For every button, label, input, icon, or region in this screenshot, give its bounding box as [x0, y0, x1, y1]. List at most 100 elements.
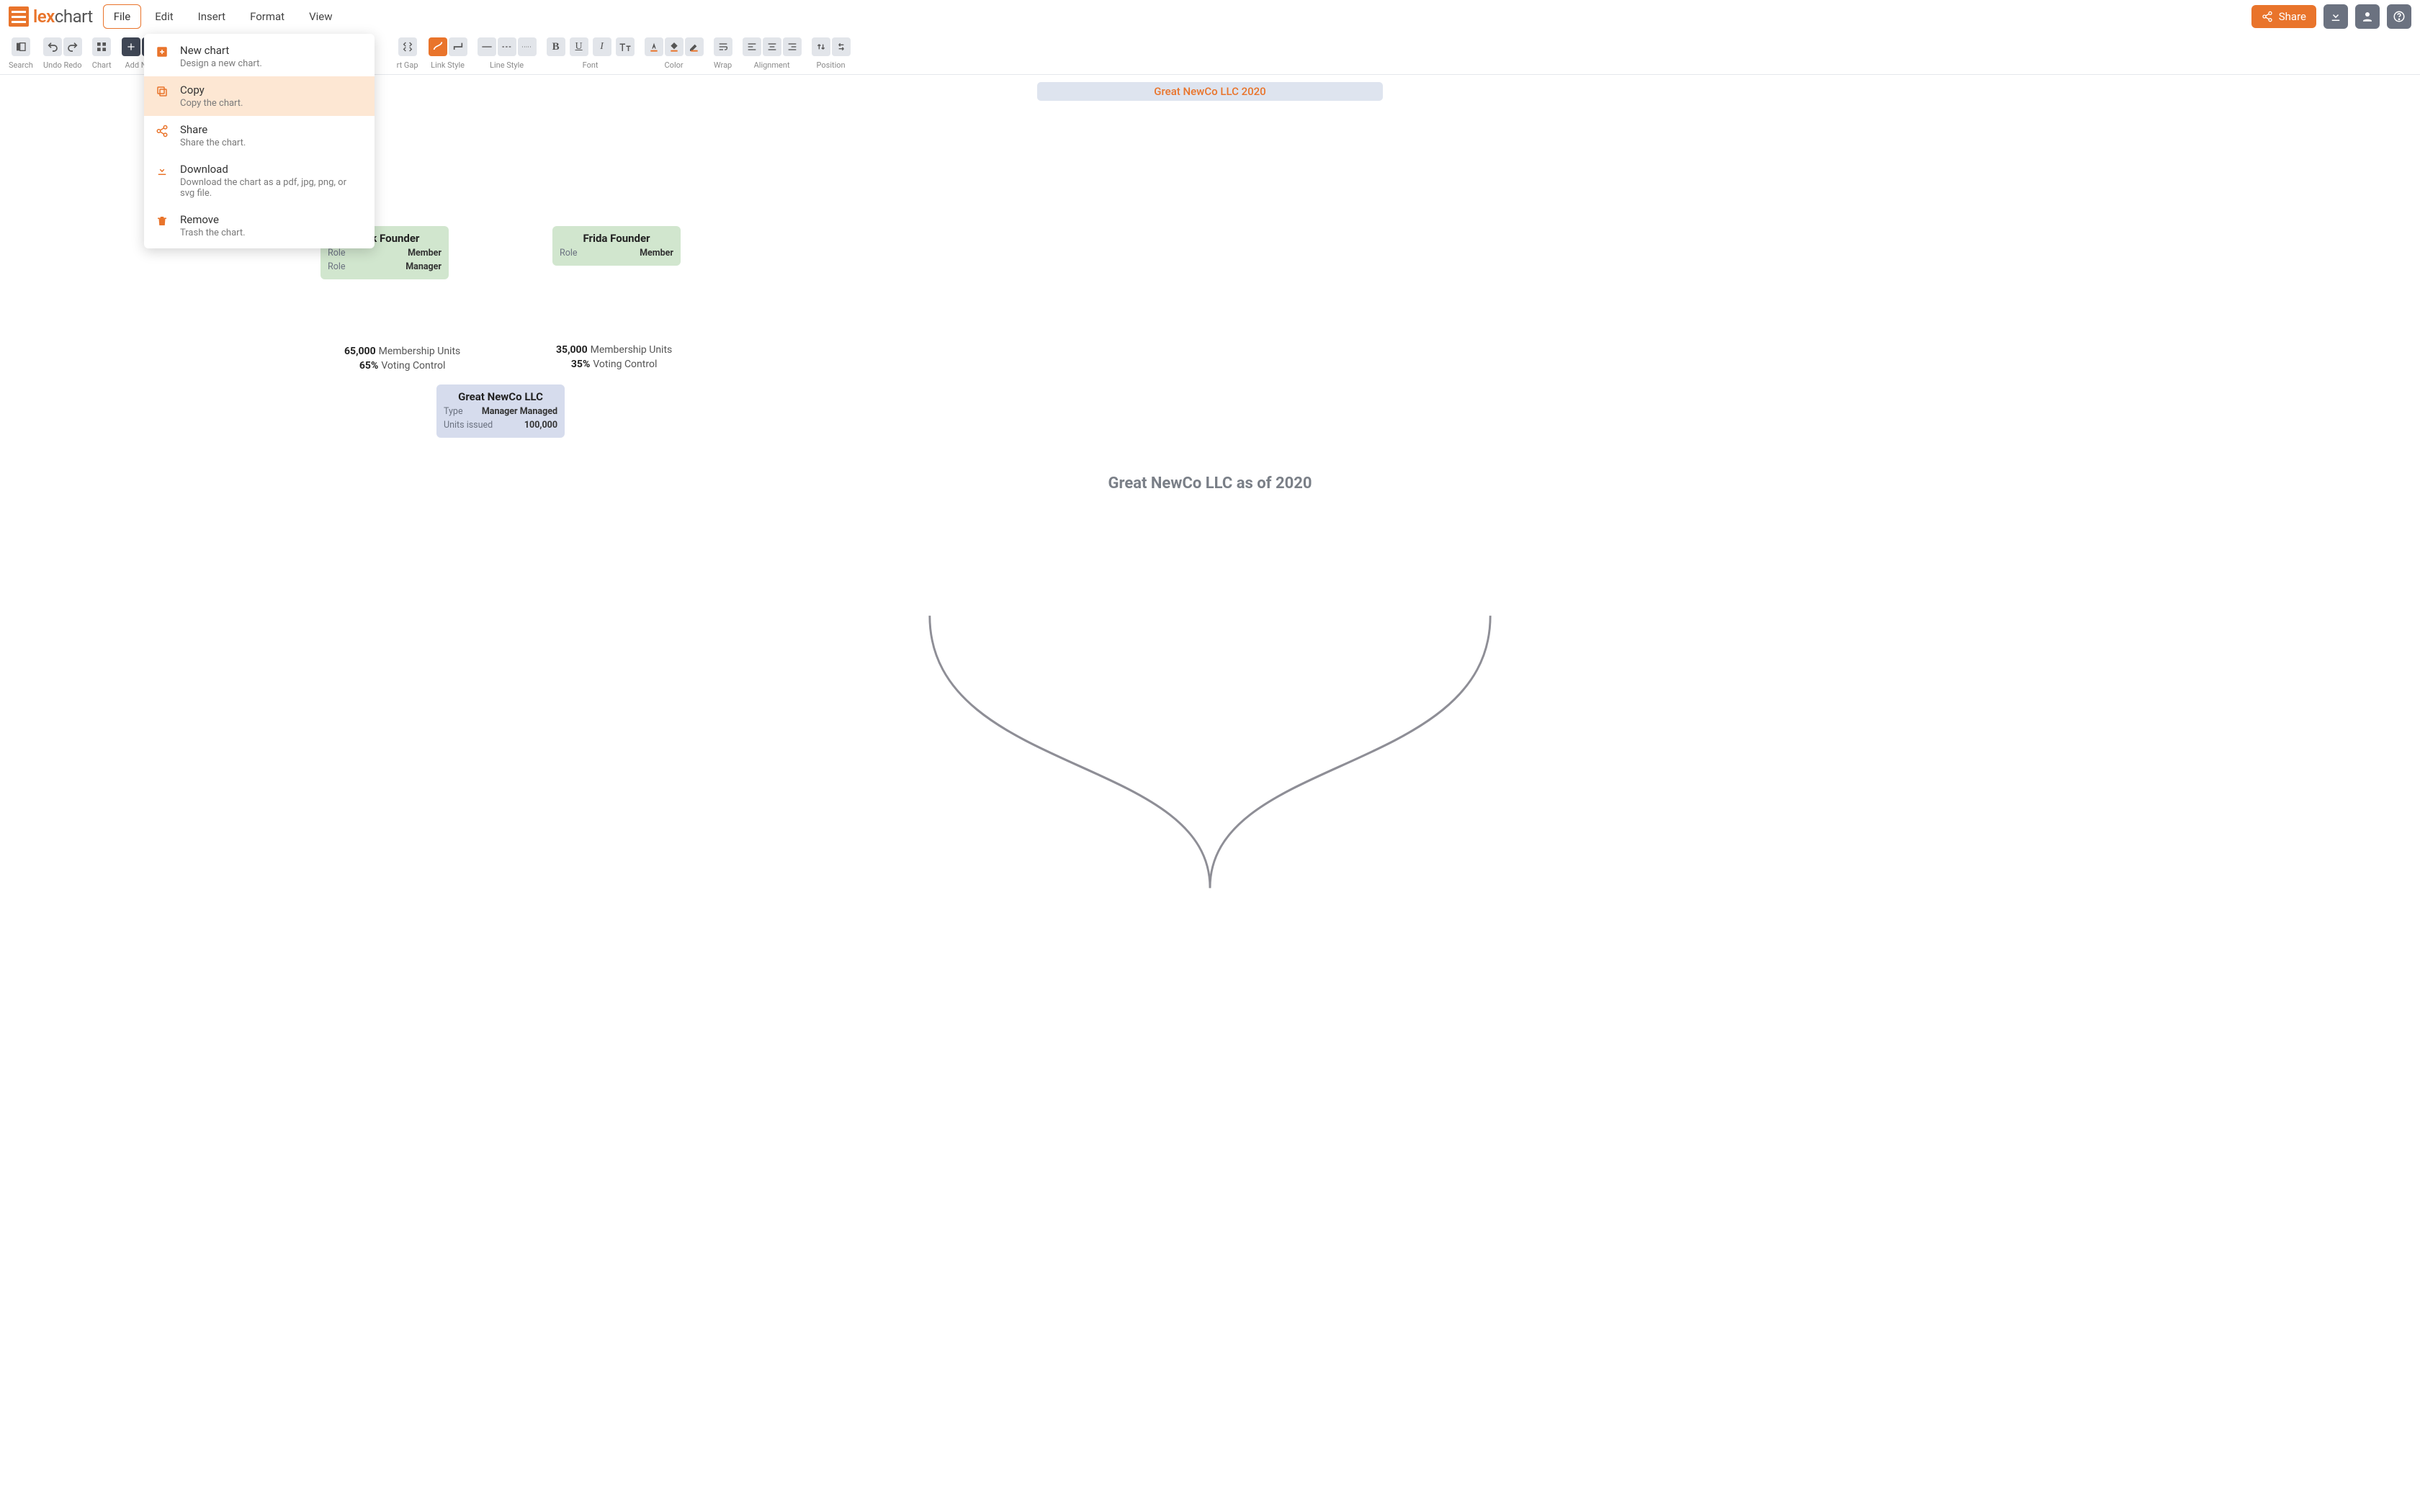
edge-label-left: 65,000Membership Units 65%Voting Control	[344, 345, 460, 373]
node-field-label: Role	[560, 248, 578, 258]
file-menu-item-title: New chart	[180, 44, 262, 57]
line-dashed-button[interactable]	[498, 37, 516, 56]
toolgroup-line-style: Line Style	[478, 37, 537, 74]
edge-num: 65,000	[344, 346, 376, 357]
toolgroup-wrap: Wrap	[714, 37, 732, 74]
toolgroup-color-label: Color	[665, 60, 684, 70]
file-menu-download[interactable]: Download Download the chart as a pdf, jp…	[144, 156, 375, 206]
file-menu-item-desc: Share the chart.	[180, 138, 246, 148]
italic-button[interactable]: I	[593, 37, 611, 56]
menubar-edit[interactable]: Edit	[144, 4, 184, 29]
file-menu-remove[interactable]: Remove Trash the chart.	[144, 206, 375, 246]
position-vertical-button[interactable]	[812, 37, 830, 56]
line-dotted-icon	[521, 44, 533, 50]
edge-num: 65%	[359, 360, 378, 372]
bold-icon: B	[552, 41, 560, 53]
plus-square-icon	[156, 45, 169, 58]
file-menu-share[interactable]: Share Share the chart.	[144, 116, 375, 156]
share-icon	[2262, 11, 2273, 22]
node-field-label: Type	[444, 406, 463, 417]
text-color-button[interactable]	[645, 37, 663, 56]
toolgroup-position: Position	[812, 37, 851, 74]
menubar: File Edit Insert Format View	[103, 4, 344, 29]
edge-num: 35%	[571, 359, 590, 370]
plus-icon	[125, 41, 137, 53]
help-icon	[2393, 10, 2406, 23]
link-elbow-button[interactable]	[449, 37, 467, 56]
line-dotted-button[interactable]	[518, 37, 537, 56]
align-left-button[interactable]	[743, 37, 761, 56]
chart-node-company[interactable]: Great NewCo LLC TypeManager Managed Unit…	[436, 384, 565, 438]
link-curved-icon	[432, 41, 444, 53]
help-button[interactable]	[2387, 4, 2411, 29]
menubar-insert[interactable]: Insert	[187, 4, 236, 29]
file-menu-new-chart[interactable]: New chart Design a new chart.	[144, 37, 375, 76]
edge-unit: Voting Control	[593, 359, 657, 370]
wrap-button[interactable]	[714, 37, 732, 56]
chart-connectors	[0, 75, 2420, 1512]
menubar-view[interactable]: View	[298, 4, 343, 29]
bold-button[interactable]: B	[547, 37, 565, 56]
align-right-button[interactable]	[783, 37, 802, 56]
logo-suffix: chart	[55, 6, 93, 27]
file-menu-dropdown: New chart Design a new chart. Copy Copy …	[144, 34, 375, 248]
line-dashed-icon	[501, 44, 513, 50]
search-toggle-button[interactable]	[12, 37, 30, 56]
fill-color-button[interactable]	[665, 37, 684, 56]
line-solid-button[interactable]	[478, 37, 496, 56]
collapse-icon	[402, 41, 413, 53]
toolgroup-chart: Chart	[92, 37, 112, 74]
chart-node-frida[interactable]: Frida Founder RoleMember	[552, 226, 681, 266]
download-button[interactable]	[2323, 4, 2348, 29]
chart-caption: Great NewCo LLC as of 2020	[1108, 474, 1312, 492]
edge-label-right: 35,000Membership Units 35%Voting Control	[556, 343, 672, 372]
file-menu-item-desc: Design a new chart.	[180, 58, 262, 69]
node-field-value: Manager	[405, 261, 442, 272]
border-color-button[interactable]	[685, 37, 704, 56]
edge-unit: Membership Units	[591, 344, 673, 356]
toolgroup-link-label: Link Style	[431, 60, 465, 70]
file-menu-item-title: Copy	[180, 84, 243, 96]
underline-button[interactable]: U	[570, 37, 588, 56]
align-center-button[interactable]	[763, 37, 781, 56]
position-horizontal-button[interactable]	[832, 37, 851, 56]
menubar-file[interactable]: File	[103, 4, 142, 29]
download-icon	[156, 164, 169, 177]
undo-icon	[47, 41, 58, 53]
trash-icon	[156, 215, 169, 228]
redo-icon	[67, 41, 79, 53]
toolgroup-font-label: Font	[583, 60, 599, 70]
toolgroup-line-label: Line Style	[490, 60, 524, 70]
node-field-value: 100,000	[524, 420, 557, 431]
chart-canvas[interactable]: Great NewCo LLC 2020 Frank Founder RoleM…	[0, 75, 2420, 1512]
node-field-label: Units issued	[444, 420, 493, 431]
logo[interactable]: lexchart	[9, 6, 93, 27]
toolgroup-gap-label: rt Gap	[397, 60, 418, 70]
underline-icon: U	[575, 41, 583, 53]
app-header: lexchart File Edit Insert Format View Sh…	[0, 0, 2420, 33]
chart-grid-button[interactable]	[92, 37, 111, 56]
file-menu-item-desc: Copy the chart.	[180, 98, 243, 109]
sidebar-icon	[15, 41, 27, 53]
file-menu-item-title: Share	[180, 123, 246, 136]
chart-title-bar[interactable]: Great NewCo LLC 2020	[1037, 82, 1383, 101]
file-menu-copy[interactable]: Copy Copy the chart.	[144, 76, 375, 116]
menubar-format[interactable]: Format	[239, 4, 295, 29]
line-solid-icon	[481, 44, 493, 50]
edge-unit: Membership Units	[379, 346, 461, 357]
undo-button[interactable]	[43, 37, 62, 56]
logo-text: lexchart	[33, 6, 93, 27]
gap-collapse-button[interactable]	[398, 37, 417, 56]
download-icon	[2329, 10, 2342, 23]
toolgroup-position-label: Position	[817, 60, 846, 70]
toolgroup-font: B U I Font	[547, 37, 635, 74]
account-button[interactable]	[2355, 4, 2380, 29]
align-right-icon	[786, 41, 798, 53]
redo-button[interactable]	[63, 37, 82, 56]
toolgroup-undo-redo-label: Undo Redo	[43, 60, 82, 70]
text-size-button[interactable]	[616, 37, 635, 56]
user-icon	[2361, 10, 2374, 23]
share-button[interactable]: Share	[2251, 5, 2316, 28]
add-node-button[interactable]	[122, 37, 140, 56]
link-curved-button[interactable]	[429, 37, 447, 56]
